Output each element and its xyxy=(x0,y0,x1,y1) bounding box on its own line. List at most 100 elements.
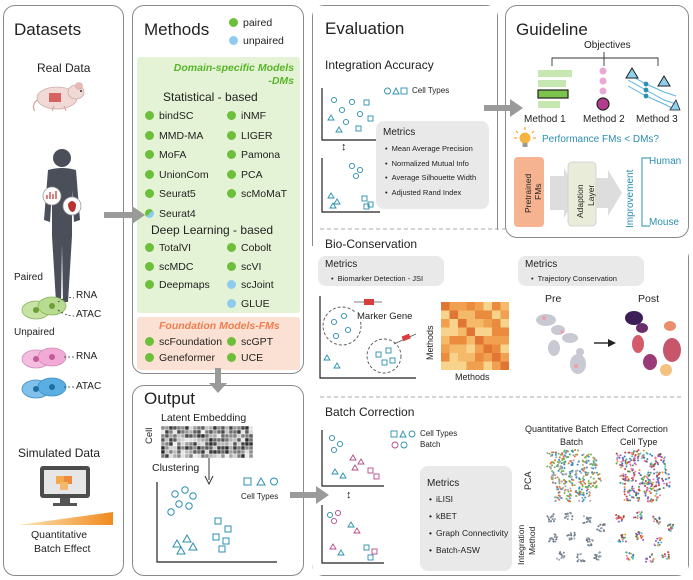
fm-title: Foundation Models-FMs xyxy=(159,320,280,332)
paired-dot-icon xyxy=(145,189,154,198)
method-item-scvi: scVI xyxy=(227,261,261,273)
batch-correction-title: Batch Correction xyxy=(325,405,415,419)
method-item-scmomat: scMoMaT xyxy=(227,188,287,200)
qbec-col-cell-type: Cell Type xyxy=(620,437,658,447)
method-item-uce: UCE xyxy=(227,352,263,364)
output-legend-icons xyxy=(243,476,278,486)
dm-title-line1: Domain-specific Models xyxy=(173,62,294,74)
ia-scatter-bottom xyxy=(321,158,380,213)
paired-label: Paired xyxy=(14,272,43,283)
bc-metrics-right-title: Metrics xyxy=(525,259,558,270)
output-panel: Output Latent Embedding Cell Clustering … xyxy=(132,385,304,576)
method1-label: Method 1 xyxy=(524,114,566,125)
paired-dot-icon xyxy=(145,150,154,159)
paired-dot-icon xyxy=(227,337,236,346)
integration-accuracy-title: Integration Accuracy xyxy=(325,58,434,72)
method-name: scMoMaT xyxy=(241,188,288,200)
method-name: Deepmaps xyxy=(159,279,210,291)
datasets-title: Datasets xyxy=(14,20,82,39)
layer-label: Layer xyxy=(586,184,596,206)
ia-metric-3: Adjusted Rand Index xyxy=(385,188,462,197)
method-item-bindsc: bindSC xyxy=(145,110,193,122)
method-name: UCE xyxy=(241,352,264,364)
method3-label: Method 3 xyxy=(636,114,678,125)
datasets-panel: Datasets Real Data Paired RNA ATAC Unpai… xyxy=(3,5,124,576)
unpaired-atac-cells-icon xyxy=(21,377,74,399)
qbec-row-pca: PCA xyxy=(523,471,533,490)
deep-learning-header: Deep Learning - based xyxy=(151,223,274,237)
method-item-liger: LIGER xyxy=(227,130,273,142)
method1-bar-icon xyxy=(537,70,572,108)
performance-question: Performance FMs < DMs? xyxy=(542,134,659,145)
improvement-bracket xyxy=(641,157,650,227)
jsi-heatmap xyxy=(441,302,509,370)
bc-metrics-box-right: Metrics Trajectory Conservation xyxy=(518,256,644,286)
qbec-row-integration-2: Method xyxy=(527,526,537,555)
output-cell-types-label: Cell Types xyxy=(241,492,279,501)
ia-scatter-top xyxy=(321,88,380,141)
improvement-label: Improvement xyxy=(625,169,636,228)
method-name: iNMF xyxy=(241,110,267,122)
clustering-label: Clustering xyxy=(152,462,200,474)
qbec-pca-celltype-umap xyxy=(615,449,671,503)
unpaired-label: Unpaired xyxy=(14,327,55,338)
method-item-totalvi: TotalVI xyxy=(145,242,191,254)
method-item-mmd-ma: MMD-MA xyxy=(145,130,203,142)
method-item-scjoint: scJoint xyxy=(227,279,274,291)
bc-metric-jsi: Biomarker Detection - JSI xyxy=(331,274,423,283)
output-to-evaluation-arrow xyxy=(290,486,329,504)
method-name: Cobolt xyxy=(241,242,272,254)
objectives-label: Objectives xyxy=(584,40,631,51)
method-name: UnionCom xyxy=(159,168,209,181)
qbec-integration-celltype-umap xyxy=(615,511,675,563)
method-item-seurat4: Seurat4 xyxy=(145,208,196,220)
qbec-pca-batch-umap xyxy=(546,449,602,503)
methods-to-output-arrow xyxy=(209,368,227,393)
paired-dot-icon xyxy=(227,353,236,362)
human-label: Human xyxy=(649,156,682,167)
bc-metrics-box-left: Metrics Biomarker Detection - JSI xyxy=(318,256,444,286)
method3-line-icon xyxy=(625,67,681,111)
method-name: scFoundation xyxy=(159,336,223,348)
method-item-scfoundation: scFoundation xyxy=(145,336,222,348)
paired-dot-icon xyxy=(227,169,236,179)
qbec-integration-batch-umap xyxy=(546,511,606,563)
batch-metrics-title: Metrics xyxy=(427,478,460,489)
batch-effect-label: Batch Effect xyxy=(34,543,91,555)
ia-arrow-updown: ↕ xyxy=(341,141,347,153)
method-name: Geneformer xyxy=(159,352,216,364)
statistical-header: Statistical - based xyxy=(163,90,258,104)
evaluation-to-guideline-arrow xyxy=(484,99,523,117)
pretrained-fms-label: FMs xyxy=(533,183,543,200)
simulated-data-label: Simulated Data xyxy=(18,446,101,460)
batch-metric-3: Batch-ASW xyxy=(429,545,480,555)
methods-title: Methods xyxy=(144,20,210,39)
method-name: Pamona xyxy=(241,149,281,161)
batch-metric-2: Graph Connectivity xyxy=(429,528,508,538)
unpaired-dot-icon xyxy=(227,298,236,308)
legend-paired: paired xyxy=(229,17,272,29)
method-item-pamona: Pamona xyxy=(227,149,280,161)
ia-metric-2: Average Silhouette Width xyxy=(385,173,477,182)
method-name: LIGER xyxy=(241,129,273,142)
trajectory-arrow xyxy=(594,339,616,347)
method-name: TotalVI xyxy=(159,242,192,254)
foundation-models-box: Foundation Models-FMs scFoundation Genefo… xyxy=(137,317,300,370)
trajectory-pre-umap xyxy=(536,314,586,374)
bio-conservation-title: Bio-Conservation xyxy=(325,237,418,251)
method-item-unioncom: UnionCom xyxy=(145,169,209,181)
method-name: scGPT xyxy=(241,336,274,348)
paired-cells-icon xyxy=(21,296,75,320)
trajectory-post-umap xyxy=(625,311,681,376)
bc-legend-cell-types: Cell Types xyxy=(420,429,458,438)
method-item-pca: PCA xyxy=(227,169,263,181)
paired-dot-icon xyxy=(145,353,154,362)
paired-dot-icon xyxy=(227,261,236,271)
trajectory-pre-label: Pre xyxy=(545,293,562,305)
clustering-scatter xyxy=(156,482,277,563)
lightbulb-icon xyxy=(514,127,536,147)
guideline-title: Guideline xyxy=(516,20,588,39)
marker-gene-scatter xyxy=(319,296,417,379)
bc-metric-trajectory: Trajectory Conservation xyxy=(531,274,617,283)
method2-dot-icon xyxy=(596,67,610,111)
